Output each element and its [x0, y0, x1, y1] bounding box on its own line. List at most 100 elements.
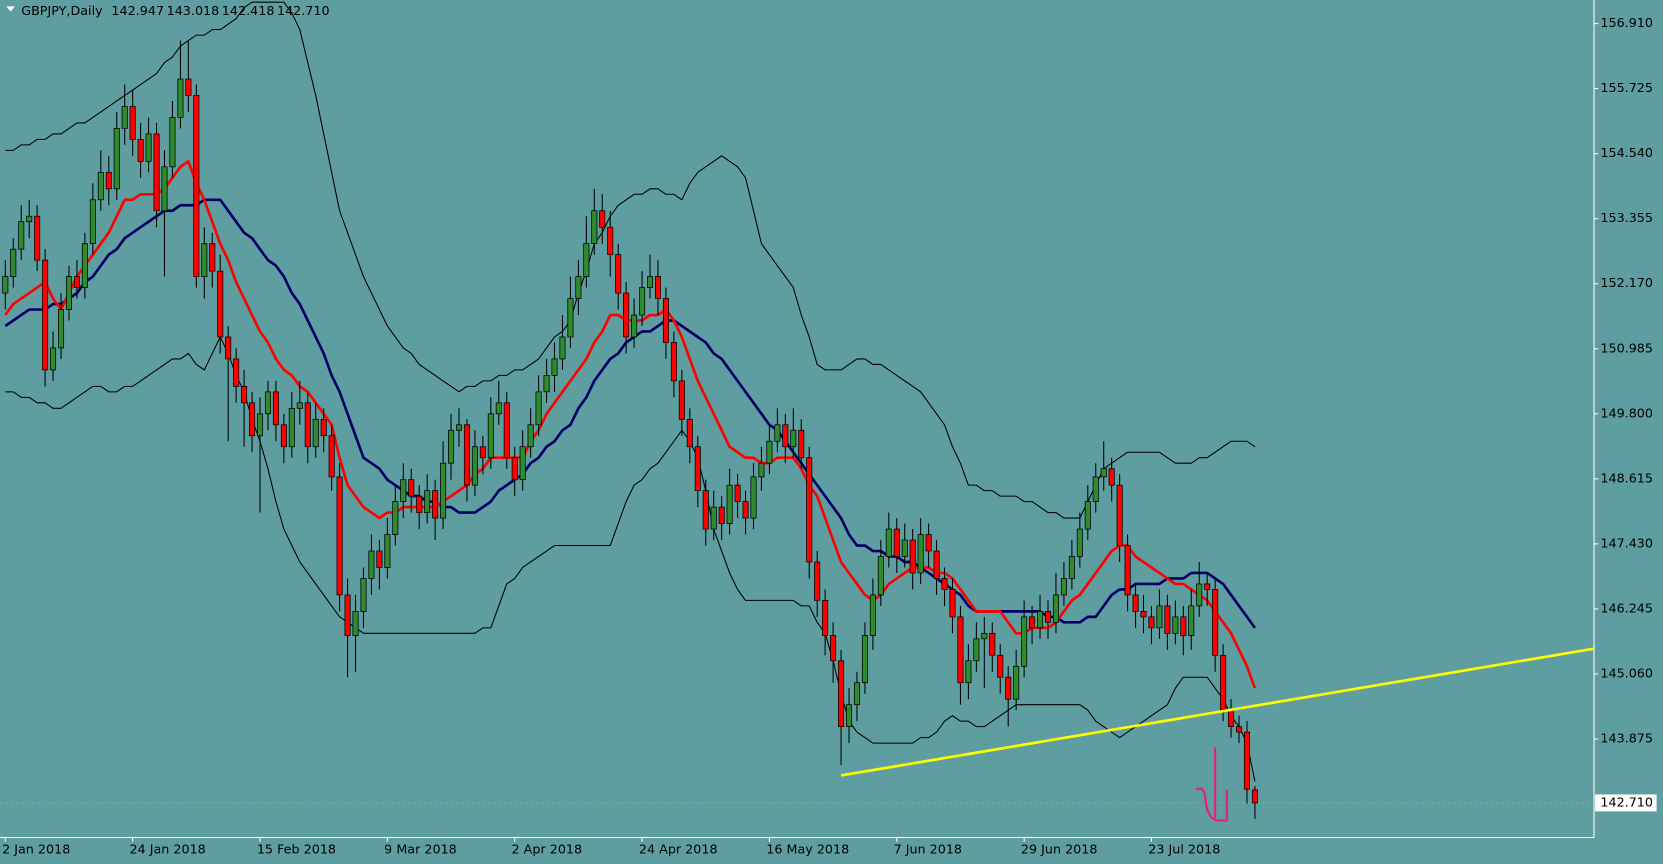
candle-body [113, 128, 120, 190]
y-tick-label: 148.615 [1600, 470, 1653, 485]
candle-body [408, 479, 415, 497]
candle-body [734, 484, 741, 502]
x-tick-label: 15 Feb 2018 [257, 842, 336, 857]
candle-body [400, 479, 407, 502]
candle-body [917, 534, 924, 574]
candle-body [304, 402, 311, 448]
candle-body [440, 462, 447, 519]
candle-body [1029, 616, 1036, 629]
candle-body [1236, 726, 1243, 733]
candle-body [1013, 665, 1020, 700]
candle-body [1124, 545, 1131, 596]
candle-body [933, 550, 940, 579]
candle-body [1243, 731, 1251, 790]
candle-body [535, 391, 542, 426]
candle-body [1196, 583, 1203, 607]
candle-body [288, 407, 295, 448]
candle-body [368, 550, 375, 579]
candle-body [65, 276, 73, 310]
candle-body [710, 506, 717, 530]
candle-body [479, 446, 486, 459]
candle-body [1148, 616, 1155, 629]
x-tick-label: 7 Jun 2018 [894, 842, 962, 857]
candle-body [1164, 605, 1171, 634]
candle-body [631, 314, 638, 338]
candle-body [448, 429, 455, 464]
info-value: 142.710 [277, 3, 330, 18]
candle-body [177, 78, 184, 118]
candle-body [97, 171, 104, 201]
candle-body [885, 528, 892, 557]
candle-body [830, 635, 837, 662]
candle-body [495, 402, 502, 415]
menu-triangle[interactable] [6, 6, 15, 12]
candle-body [1228, 709, 1235, 728]
candle-body [1220, 654, 1227, 711]
candle-body [646, 276, 654, 288]
candle-body [455, 424, 463, 431]
candle-body [941, 578, 948, 590]
candle-body [702, 490, 709, 530]
current-price-label: 142.710 [1600, 794, 1653, 809]
current-price-box [1595, 794, 1657, 812]
candle-body [814, 561, 821, 601]
info-value: 143.018 [167, 3, 220, 18]
candle-body [909, 539, 916, 574]
candle-body [2, 276, 9, 294]
candle-body [296, 402, 303, 409]
candle-body [925, 534, 932, 552]
candle-body [26, 215, 33, 223]
candle-body [137, 139, 144, 162]
candle-body [989, 632, 996, 656]
candle-body [73, 276, 80, 288]
candle-body [328, 435, 335, 478]
candle-body [1132, 594, 1139, 612]
candle-body [551, 358, 558, 376]
candle-body [312, 418, 319, 448]
candle-body [949, 589, 956, 618]
candle-body [726, 484, 733, 524]
candle-body [798, 429, 805, 459]
candle-body [662, 298, 669, 343]
candle-body [50, 347, 57, 371]
candle-body [806, 457, 813, 563]
y-tick-label: 147.430 [1600, 535, 1653, 550]
candle-body [463, 424, 470, 486]
candle-body [241, 385, 248, 404]
x-tick-label: 24 Jan 2018 [129, 842, 205, 857]
info-value: 142.418 [222, 3, 275, 18]
candle-body [1212, 589, 1219, 656]
candle-body [774, 424, 781, 442]
candle-body [153, 133, 160, 212]
candle-body [161, 166, 168, 212]
candle-body [742, 501, 749, 519]
y-tick-label: 154.540 [1600, 145, 1653, 160]
candle-body [718, 506, 725, 524]
x-tick-label: 9 Mar 2018 [384, 842, 457, 857]
candle-body [1060, 578, 1067, 596]
candle-body [503, 402, 510, 459]
candle-body [1251, 789, 1258, 804]
candle-body [607, 226, 614, 256]
candle-body [193, 95, 200, 277]
x-tick-label: 23 Jul 2018 [1148, 842, 1220, 857]
y-tick-label: 152.170 [1600, 275, 1653, 290]
candle-body [981, 632, 988, 640]
candle-body [997, 654, 1004, 678]
indicator-line [5, 1, 1256, 519]
candle-body [145, 133, 152, 162]
candle-body [1037, 611, 1044, 629]
candle-body [42, 259, 49, 371]
x-tick-label: 16 May 2018 [766, 842, 849, 857]
x-tick-label: 2 Apr 2018 [512, 842, 583, 857]
candle-body [89, 199, 96, 245]
candle-body [1005, 676, 1012, 700]
candle-body [34, 215, 41, 261]
candle-body [376, 550, 383, 568]
candle-body [1116, 484, 1123, 546]
candle-body [1021, 616, 1028, 667]
y-tick-label: 145.060 [1600, 665, 1653, 680]
candle-body [758, 462, 765, 478]
candle-body [320, 418, 327, 437]
